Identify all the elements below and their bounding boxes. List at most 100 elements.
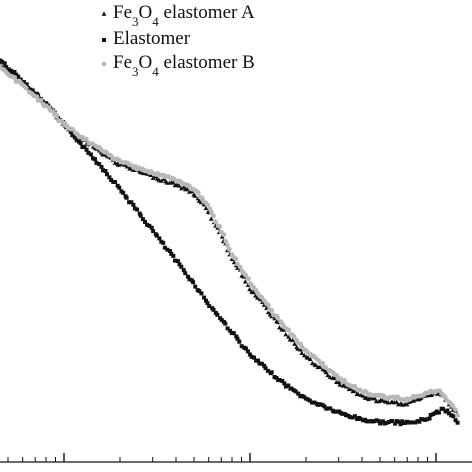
data-point bbox=[208, 209, 214, 215]
data-point bbox=[38, 97, 44, 103]
data-point bbox=[2, 61, 7, 66]
data-point bbox=[211, 307, 216, 312]
data-point bbox=[109, 178, 114, 182]
data-point bbox=[193, 284, 198, 289]
data-point bbox=[341, 382, 347, 388]
data-point bbox=[12, 75, 18, 80]
data-point bbox=[192, 193, 198, 198]
data-point bbox=[440, 406, 445, 411]
data-point bbox=[72, 135, 77, 140]
data-point bbox=[6, 67, 11, 72]
data-point bbox=[179, 185, 184, 191]
data-point bbox=[157, 236, 162, 241]
data-point bbox=[177, 262, 182, 267]
data-point bbox=[245, 349, 250, 354]
series-B bbox=[0, 63, 460, 418]
data-point bbox=[207, 304, 212, 309]
data-point bbox=[84, 147, 89, 152]
data-point bbox=[352, 414, 357, 419]
data-point bbox=[103, 169, 108, 173]
data-point bbox=[384, 420, 389, 425]
data-point bbox=[348, 415, 352, 420]
data-point bbox=[179, 264, 184, 269]
data-point bbox=[261, 302, 267, 307]
data-point bbox=[310, 360, 315, 366]
series-E bbox=[0, 58, 460, 427]
data-point bbox=[223, 239, 229, 244]
data-point bbox=[390, 419, 395, 423]
data-point bbox=[135, 207, 139, 212]
data-point bbox=[217, 224, 223, 229]
data-point bbox=[257, 361, 262, 366]
data-point bbox=[208, 216, 214, 221]
data-point bbox=[372, 419, 377, 424]
data-point bbox=[175, 259, 180, 264]
data-point bbox=[124, 195, 129, 200]
data-point bbox=[253, 293, 258, 298]
data-point bbox=[243, 273, 249, 278]
data-point bbox=[265, 309, 271, 315]
data-point bbox=[12, 69, 17, 74]
data-point bbox=[269, 370, 274, 375]
data-point bbox=[378, 421, 383, 426]
data-point bbox=[237, 264, 243, 270]
data-point bbox=[121, 190, 126, 195]
data-point bbox=[299, 350, 305, 355]
data-point bbox=[436, 410, 441, 415]
data-point bbox=[242, 279, 248, 284]
data-point bbox=[427, 416, 432, 421]
data-point bbox=[428, 413, 433, 417]
data-point bbox=[372, 395, 378, 401]
data-point bbox=[289, 386, 294, 391]
data-point bbox=[312, 400, 317, 405]
data-point bbox=[400, 419, 405, 424]
data-point bbox=[325, 406, 330, 411]
data-point bbox=[23, 85, 29, 91]
data-point bbox=[269, 308, 275, 313]
data-point bbox=[138, 213, 143, 218]
data-point bbox=[195, 190, 201, 196]
data-point bbox=[205, 301, 210, 306]
data-point bbox=[251, 289, 256, 295]
data-point bbox=[290, 337, 295, 343]
data-point bbox=[425, 417, 430, 422]
data-point bbox=[423, 417, 427, 422]
data-point bbox=[282, 381, 287, 386]
data-point bbox=[323, 369, 329, 375]
data-point bbox=[358, 416, 363, 421]
data-point bbox=[124, 164, 130, 169]
data-point bbox=[298, 347, 303, 352]
legend-label: Elastomer bbox=[113, 28, 191, 49]
legend-item-B: Fe3O4 elastomer B bbox=[102, 52, 255, 79]
data-point bbox=[159, 178, 164, 183]
data-point bbox=[420, 417, 425, 422]
data-point bbox=[404, 401, 410, 407]
data-point bbox=[235, 336, 240, 341]
data-point bbox=[339, 411, 344, 416]
data-point bbox=[224, 243, 230, 248]
data-point bbox=[184, 186, 190, 192]
data-point bbox=[137, 211, 142, 216]
data-point bbox=[291, 334, 297, 339]
data-point bbox=[202, 295, 207, 300]
legend-item-E: Elastomer bbox=[102, 28, 191, 49]
data-point bbox=[355, 391, 361, 397]
data-point bbox=[16, 74, 21, 79]
data-point bbox=[296, 391, 301, 396]
data-point bbox=[24, 82, 29, 87]
data-point bbox=[275, 315, 280, 321]
data-point bbox=[286, 334, 291, 339]
data-point bbox=[348, 386, 354, 391]
data-point bbox=[334, 409, 338, 414]
data-point bbox=[307, 398, 312, 403]
data-point bbox=[88, 152, 93, 157]
data-point bbox=[107, 175, 112, 180]
data-point bbox=[78, 141, 83, 146]
legend-marker bbox=[101, 11, 107, 16]
legend-label: Fe3O4 elastomer B bbox=[113, 52, 255, 79]
data-point bbox=[394, 399, 399, 404]
data-point bbox=[149, 225, 154, 230]
data-point bbox=[262, 363, 267, 368]
data-point bbox=[402, 421, 407, 425]
data-point bbox=[301, 352, 307, 358]
